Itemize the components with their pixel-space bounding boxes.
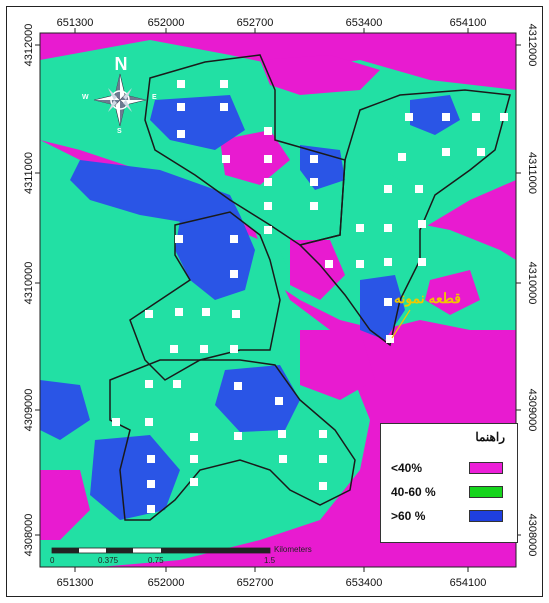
scale-label-2: 0.75 [148,556,164,565]
x-tick-bottom-3: 652700 [236,577,274,589]
study-area-boundaries [109,54,511,521]
legend-item-mid: 40-60 % [391,484,511,500]
sample-plots [112,80,508,513]
north-label: N [114,54,128,74]
boundary-east [298,89,511,347]
legend-swatch-mid [469,486,503,498]
sample-plot-label: قطعه نمونه [394,290,461,306]
legend: راهنما <40% 40-60 % >60 % [380,423,518,543]
x-tick-top-4: 653400 [345,17,383,29]
scale-label-1: 0.375 [98,556,119,565]
y-tick-left-1: 4312000 [23,23,35,67]
y-tick-left-2: 4311000 [23,151,35,195]
legend-swatch-low [469,462,503,474]
legend-item-high: >60 % [391,508,511,524]
x-tick-top-3: 652700 [236,17,274,29]
map-neatline [39,32,517,568]
scale-bar [51,547,271,554]
legend-item-low: <40% [391,460,511,476]
y-tick-right-2: 4311000 [526,151,538,195]
x-tick-top-5: 654100 [449,17,487,29]
x-tick-top-1: 651300 [56,17,94,29]
x-tick-bottom-2: 652000 [147,577,185,589]
x-tick-top-2: 652000 [147,17,185,29]
compass-west-label: W [82,94,89,101]
scale-unit-label: Kilometers [274,545,312,554]
y-tick-left-4: 4309000 [23,388,35,432]
y-tick-left-3: 4310000 [23,261,35,305]
legend-title: راهنما [475,430,505,444]
compass-east-label: E [152,94,157,101]
compass-south-label: S [117,128,122,135]
y-tick-right-3: 4310000 [526,261,538,305]
compass-rose-icon [93,73,147,127]
scale-label-0: 0 [50,556,55,565]
x-tick-bottom-5: 654100 [449,577,487,589]
y-tick-right-4: 4309000 [526,388,538,432]
north-arrow: N [92,54,150,138]
scale-label-3: 1.5 [264,556,276,565]
density-low-patches [40,55,480,540]
legend-label-high: >60 % [391,509,426,523]
y-tick-right-1: 4312000 [526,23,538,67]
boundary-south [109,359,356,521]
legend-label-mid: 40-60 % [391,485,436,499]
x-tick-bottom-1: 651300 [56,577,94,589]
x-tick-bottom-4: 653400 [345,577,383,589]
sample-callout-line [391,309,411,339]
grid-ticks [35,28,521,572]
legend-label-low: <40% [391,461,423,475]
y-tick-left-5: 4308000 [23,513,35,557]
y-tick-right-5: 4308000 [526,513,538,557]
legend-swatch-high [469,510,503,522]
